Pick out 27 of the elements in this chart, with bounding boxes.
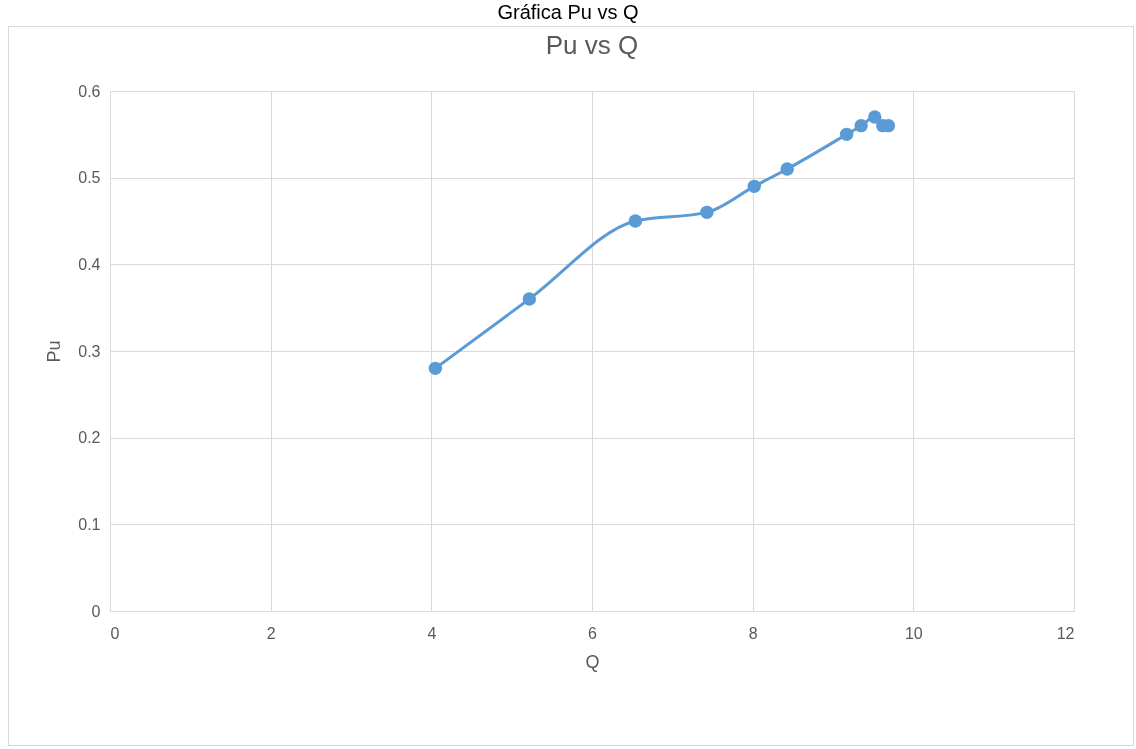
point xyxy=(428,361,443,376)
chart-title: Pu vs Q xyxy=(545,30,639,60)
y-tick-label: 0.3 xyxy=(78,342,101,360)
y-tick-label: 0.4 xyxy=(78,255,101,273)
x-tick-label: 6 xyxy=(588,624,598,642)
x-tick-label: 0 xyxy=(110,624,120,642)
point xyxy=(839,127,854,142)
x-tick-label: 8 xyxy=(748,624,758,642)
y-tick-label: 0.5 xyxy=(78,169,101,187)
point xyxy=(700,205,714,220)
point xyxy=(747,179,761,194)
text: Gráfica Pu vs Q xyxy=(496,1,640,23)
point xyxy=(522,292,537,306)
y-tick-label: 0.2 xyxy=(78,429,101,447)
y-tick-label: 0.6 xyxy=(78,82,101,100)
point xyxy=(854,118,868,133)
x-tick-label: 12 xyxy=(1056,624,1075,642)
y-axis-title: Pu xyxy=(44,340,65,363)
x-axis-title: Q xyxy=(585,651,600,672)
y-tick-label: 0.1 xyxy=(78,515,101,533)
y-tick-label: 0 xyxy=(91,602,101,620)
x-tick-label: 4 xyxy=(427,624,437,642)
point xyxy=(780,162,794,176)
point xyxy=(628,214,643,228)
x-tick-label: 2 xyxy=(266,624,276,642)
point xyxy=(868,110,882,124)
x-tick-label: 10 xyxy=(904,624,923,642)
